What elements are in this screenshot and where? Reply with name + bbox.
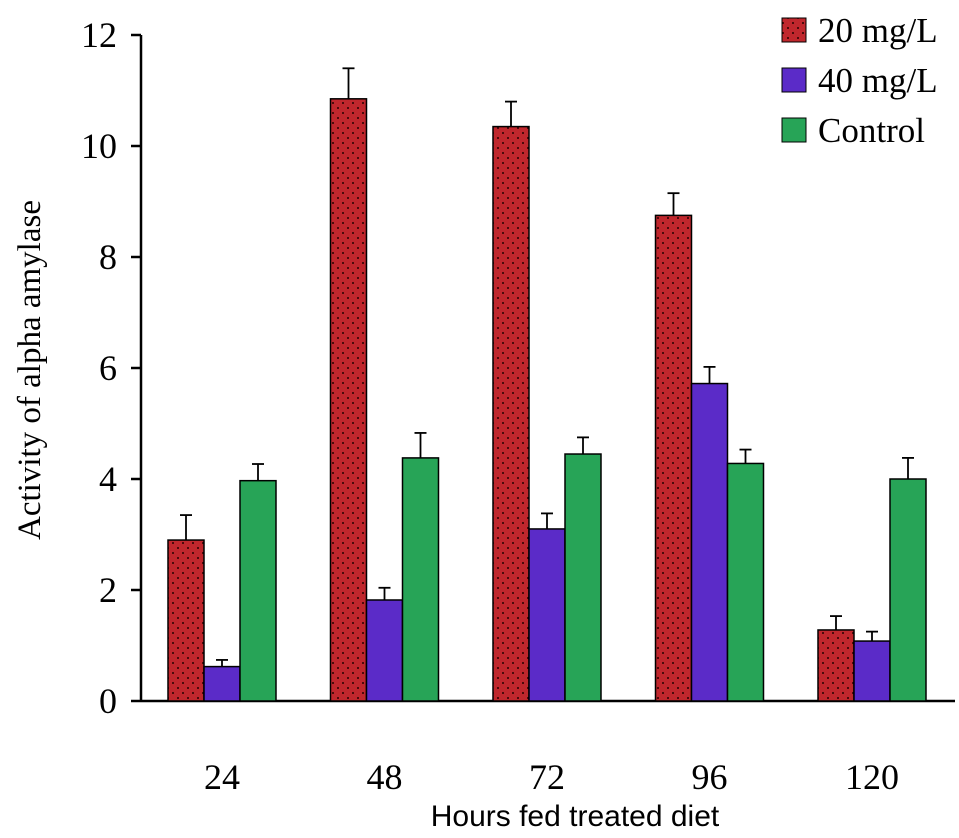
x-tick-label: 48	[367, 757, 403, 797]
bar-40-mg-l	[690, 382, 729, 702]
legend-swatch	[781, 17, 807, 43]
x-tick-label: 72	[529, 757, 565, 797]
legend-swatch	[781, 67, 807, 93]
y-tick-label: 8	[99, 237, 117, 277]
x-axis: 24 48 72 96 120	[141, 699, 955, 797]
y-tick-label: 12	[81, 15, 117, 55]
y-tick-label: 0	[99, 681, 117, 721]
legend: 20 mg/L 40 mg/L Control	[781, 11, 938, 150]
x-tick-label: 120	[845, 757, 899, 797]
bar-20-mg-l	[167, 539, 205, 702]
bar-20-mg-l	[329, 98, 368, 702]
bar-40-mg-l	[528, 528, 566, 702]
bar-20-mg-l	[817, 629, 855, 702]
y-tick-label: 6	[99, 348, 117, 388]
y-tick-label: 4	[99, 459, 117, 499]
bar-control	[889, 478, 927, 702]
x-axis-title: Hours fed treated diet	[431, 800, 720, 833]
bars	[167, 98, 927, 702]
y-axis-title: Activity of alpha amylase	[12, 200, 48, 540]
bar-control	[239, 479, 277, 702]
error-bars	[180, 67, 914, 667]
x-tick-label: 96	[692, 757, 728, 797]
bar-40-mg-l	[203, 665, 241, 702]
bar-40-mg-l	[365, 599, 404, 702]
bar-control	[726, 462, 765, 702]
bar-control	[401, 457, 440, 702]
bar-20-mg-l	[654, 214, 693, 702]
legend-label: 40 mg/L	[818, 61, 938, 100]
bar-20-mg-l	[492, 125, 530, 702]
legend-label: Control	[818, 111, 925, 150]
x-tick-label: 24	[204, 757, 240, 797]
legend-label: 20 mg/L	[818, 11, 938, 50]
y-axis: 0 2 4 6 8 10 12	[81, 15, 143, 721]
bar-40-mg-l	[853, 640, 891, 702]
bar-control	[564, 453, 602, 702]
y-tick-label: 2	[99, 570, 117, 610]
y-tick-label: 10	[81, 126, 117, 166]
legend-swatch	[781, 117, 807, 143]
